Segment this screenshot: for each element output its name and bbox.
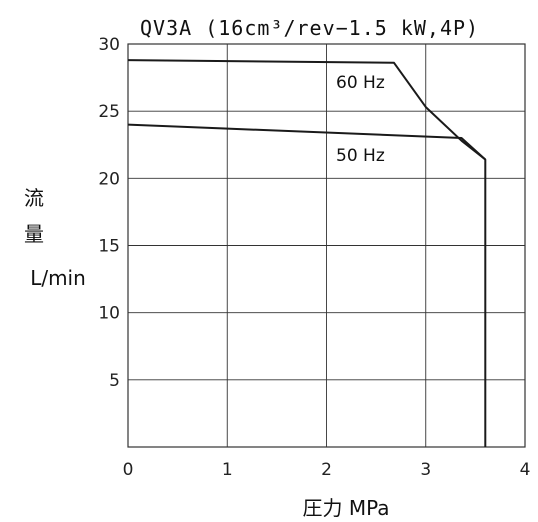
x-tick-label: 3 [420, 460, 431, 480]
x-tick-label: 2 [321, 460, 332, 480]
y-axis-title-line3: L/min [30, 266, 86, 290]
y-tick-label: 5 [109, 371, 120, 391]
grid [127, 43, 526, 448]
y-tick-label: 15 [98, 237, 120, 257]
y-tick-label: 25 [98, 102, 120, 122]
x-axis-title: 圧力 MPa [302, 496, 389, 520]
y-tick-label: 10 [98, 304, 120, 324]
series-label-50hz: 50 Hz [336, 146, 385, 166]
chart-title: QV3A (16cm³/rev−1.5 kW,4P) [140, 16, 479, 40]
tick-labels: 0 1 2 3 4 30 25 20 15 10 5 [98, 35, 530, 480]
y-axis-title-line2: 量 [24, 222, 44, 246]
y-tick-label: 20 [98, 169, 120, 189]
y-tick-label: 30 [98, 35, 120, 55]
x-tick-label: 0 [123, 460, 134, 480]
series-lines [127, 59, 487, 447]
x-tick-label: 4 [520, 460, 531, 480]
series-line-0 [127, 59, 487, 447]
x-tick-label: 1 [222, 460, 233, 480]
series-label-60hz: 60 Hz [336, 73, 385, 93]
series-line-1 [127, 123, 486, 161]
y-axis-title-line1: 流 [24, 186, 44, 210]
